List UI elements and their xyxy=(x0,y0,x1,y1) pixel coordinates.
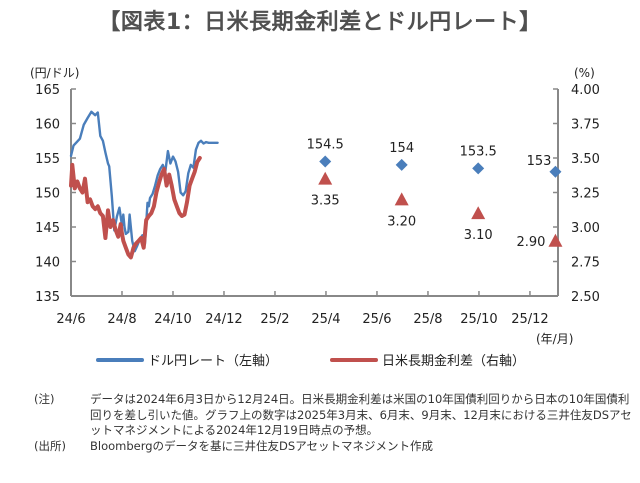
legend-item-spread: 日米長期金利差（右軸） xyxy=(330,350,525,369)
x-tick-label: 24/6 xyxy=(56,312,85,327)
x-tick-label: 25/10 xyxy=(460,312,497,327)
left-axis-unit: (円/ドル) xyxy=(30,66,79,80)
right-tick-label: 3.75 xyxy=(571,118,600,133)
source-key: (出所) xyxy=(34,438,66,453)
x-tick-label: 25/12 xyxy=(511,312,548,327)
legend-item-usd-jpy: ドル円レート（左軸） xyxy=(96,350,278,369)
left-tick-label: 165 xyxy=(35,83,60,98)
note-text: データは2024年6月3日から12月24日。日米長期金利差は米国の10年国債利回… xyxy=(90,392,632,437)
usd-jpy-forecast-label: 153 xyxy=(527,154,552,169)
spread-forecast-label: 3.10 xyxy=(464,228,493,243)
usd-jpy-forecast-label: 154.5 xyxy=(307,137,344,152)
spread-forecast-marker xyxy=(548,233,563,247)
right-tick-label: 3.00 xyxy=(571,221,600,236)
right-tick-label: 2.50 xyxy=(571,290,600,305)
left-tick-label: 150 xyxy=(35,187,60,202)
usd-jpy-forecast-label: 153.5 xyxy=(460,144,497,159)
right-tick-label: 3.50 xyxy=(571,152,600,167)
right-tick-label: 3.25 xyxy=(571,187,600,202)
left-tick-label: 160 xyxy=(35,118,60,133)
spread-forecast-marker xyxy=(471,206,486,220)
source-row: (出所) Bloombergのデータを基に三井住友DSアセットマネジメント作成 xyxy=(34,439,634,455)
x-tick-label: 25/2 xyxy=(260,312,289,327)
usd-jpy-forecast-label: 154 xyxy=(389,141,414,156)
x-axis-unit: (年/月) xyxy=(536,332,573,346)
right-tick-label: 2.75 xyxy=(571,256,600,271)
usd-jpy-forecast-marker xyxy=(319,155,332,168)
x-tick-label: 25/4 xyxy=(311,312,340,327)
usd-jpy-line xyxy=(69,110,219,253)
legend-label-usd-jpy: ドル円レート（左軸） xyxy=(148,354,279,369)
spread-forecast-label: 3.20 xyxy=(387,214,416,229)
usd-jpy-forecast-marker xyxy=(472,162,485,175)
left-tick-label: 155 xyxy=(35,152,60,167)
spread-forecast-marker xyxy=(394,192,409,206)
spread-forecast-marker xyxy=(318,171,333,185)
source-text: Bloombergのデータを基に三井住友DSアセットマネジメント作成 xyxy=(90,438,433,453)
note-key: (注) xyxy=(34,392,55,406)
x-tick-label: 24/12 xyxy=(205,312,242,327)
spread-line xyxy=(69,156,202,260)
notes: (注) データは2024年6月3日から12月24日。日米長期金利差は米国の10年… xyxy=(34,392,634,454)
chart-svg: 165 160 155 150 145 140 135 4.00 3.75 3.50 3.25 3.0… xyxy=(30,66,600,346)
legend-swatch-blue xyxy=(96,357,144,362)
right-axis-unit: (%) xyxy=(574,66,595,80)
note-row: (注) データは2024年6月3日から12月24日。日米長期金利差は米国の10年… xyxy=(34,392,634,439)
x-tick-label: 25/6 xyxy=(362,312,391,327)
usd-jpy-forecast-marker xyxy=(395,158,408,171)
left-tick-label: 135 xyxy=(35,290,60,305)
left-tick-label: 145 xyxy=(35,221,60,236)
usd-jpy-forecast-marker xyxy=(549,165,562,178)
x-tick-label: 24/8 xyxy=(107,312,136,327)
x-tick-label: 25/8 xyxy=(413,312,442,327)
spread-forecast-label: 3.35 xyxy=(311,194,340,209)
spread-forecast-label: 2.90 xyxy=(516,235,545,250)
legend-label-spread: 日米長期金利差（右軸） xyxy=(382,354,526,369)
left-tick-label: 140 xyxy=(35,256,60,271)
x-tick-label: 24/10 xyxy=(154,312,191,327)
right-tick-label: 4.00 xyxy=(571,83,600,98)
chart-title: 【図表1：日米長期金利差とドル円レート】 xyxy=(98,10,542,35)
legend-swatch-red xyxy=(330,357,378,362)
